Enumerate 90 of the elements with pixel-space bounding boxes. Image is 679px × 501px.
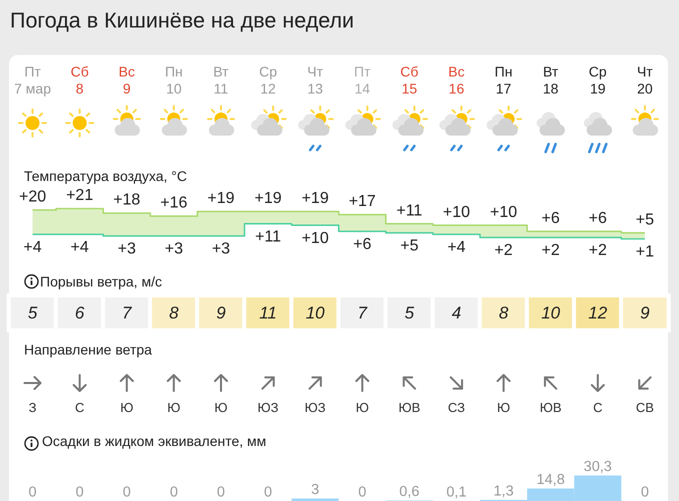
data-label: 0	[170, 484, 178, 500]
x-tick-label: Ср 12	[259, 64, 278, 96]
x-tick-label: Пт 14	[354, 64, 372, 96]
chart-title: Порывы ветра, м/с	[40, 273, 162, 290]
category-label: С	[74, 400, 84, 415]
data-label: 0	[76, 484, 84, 500]
data-label: 6	[74, 303, 85, 322]
category-label: ЮЗ	[304, 400, 326, 415]
data-label: 0	[122, 484, 131, 500]
data-label: 12	[588, 303, 608, 322]
data-label: 11	[259, 303, 277, 322]
data-label: 1,3	[493, 483, 514, 500]
data-label: +10	[490, 204, 518, 221]
category-label: З	[28, 400, 37, 415]
data-label: 0	[264, 484, 272, 500]
data-label: 14,8	[536, 472, 565, 488]
data-label: +1	[636, 244, 654, 260]
category-label: С	[593, 400, 602, 415]
x-tick-label: Пт 7 мар	[14, 64, 52, 96]
data-label: 10	[306, 303, 326, 322]
chart-title: Погода в Кишинёве на две недели	[10, 8, 354, 32]
data-label: +18	[113, 192, 140, 209]
data-label: +21	[66, 187, 94, 204]
data-label: 30,3	[584, 459, 612, 475]
x-tick-label: Сб 8	[70, 64, 89, 96]
category-label: Ю	[167, 400, 180, 415]
data-label: +2	[588, 242, 607, 259]
x-tick-label: Вс 16	[448, 64, 465, 96]
x-tick-label: Пн 10	[164, 64, 183, 96]
data-label: 0	[640, 484, 649, 500]
data-label: +19	[302, 190, 329, 208]
data-label: 8	[498, 303, 509, 322]
data-label: 3	[311, 482, 320, 498]
category-label: ЮВ	[398, 400, 420, 415]
data-label: +16	[160, 194, 188, 212]
data-label: 4	[452, 303, 462, 322]
x-tick-label: Вт 11	[213, 64, 230, 96]
category-label: Ю	[120, 400, 134, 415]
data-label: +5	[636, 211, 654, 228]
category-label: Ю	[214, 400, 228, 415]
chart-title: Осадки в жидком эквиваленте, мм	[42, 433, 266, 449]
data-label: 0	[216, 484, 225, 500]
data-label: +3	[212, 240, 230, 258]
data-label: 10	[541, 303, 561, 322]
x-tick-label: Ср 19	[588, 64, 607, 96]
data-label: +10	[302, 230, 329, 247]
category-label: СВ	[636, 400, 654, 415]
data-label: 5	[404, 303, 415, 322]
x-tick-label: Вс 9	[118, 64, 135, 96]
data-label: 0,1	[446, 484, 467, 500]
data-label: +17	[348, 193, 376, 210]
data-label: +2	[542, 242, 560, 259]
category-label: Ю	[496, 400, 510, 415]
data-label: 0	[358, 484, 366, 500]
x-tick-label: Чт 20	[636, 64, 654, 96]
data-label: 8	[169, 303, 180, 322]
data-label: +10	[442, 204, 470, 221]
data-label: +4	[447, 238, 466, 256]
data-label: 0,6	[399, 484, 420, 500]
category-label: Ю	[356, 400, 369, 415]
data-label: +4	[70, 238, 89, 256]
category-label: ЮВ	[540, 400, 562, 415]
chart-subtitle: Температура воздуха, °C	[24, 168, 187, 184]
category-label: СЗ	[448, 400, 466, 415]
data-label: +11	[255, 228, 282, 246]
data-label: +3	[164, 240, 184, 258]
x-tick-label: Пн 17	[494, 64, 512, 96]
x-tick-label: Вт 18	[542, 64, 559, 96]
data-label: 5	[28, 303, 38, 322]
bar	[292, 498, 339, 501]
data-label: +6	[353, 236, 372, 253]
data-label: 9	[640, 303, 650, 322]
text: Направление ветра	[24, 342, 152, 358]
x-tick-label: Сб 15	[400, 64, 418, 96]
data-label: +6	[588, 210, 607, 227]
data-label: 9	[216, 303, 226, 322]
data-label: +20	[18, 188, 46, 206]
data-label: 7	[122, 303, 132, 322]
data-label: +5	[400, 237, 419, 254]
data-label: +2	[494, 242, 513, 259]
category-label: ЮЗ	[258, 400, 279, 415]
data-label: +19	[207, 190, 235, 208]
data-label: +6	[542, 210, 560, 227]
x-tick-label: Чт 13	[307, 64, 324, 96]
data-label: +4	[23, 238, 42, 256]
data-label: +3	[118, 240, 136, 258]
data-label: 7	[358, 303, 368, 322]
data-label: 0	[28, 484, 37, 500]
data-label: +11	[396, 202, 422, 220]
data-label: +19	[254, 190, 282, 208]
